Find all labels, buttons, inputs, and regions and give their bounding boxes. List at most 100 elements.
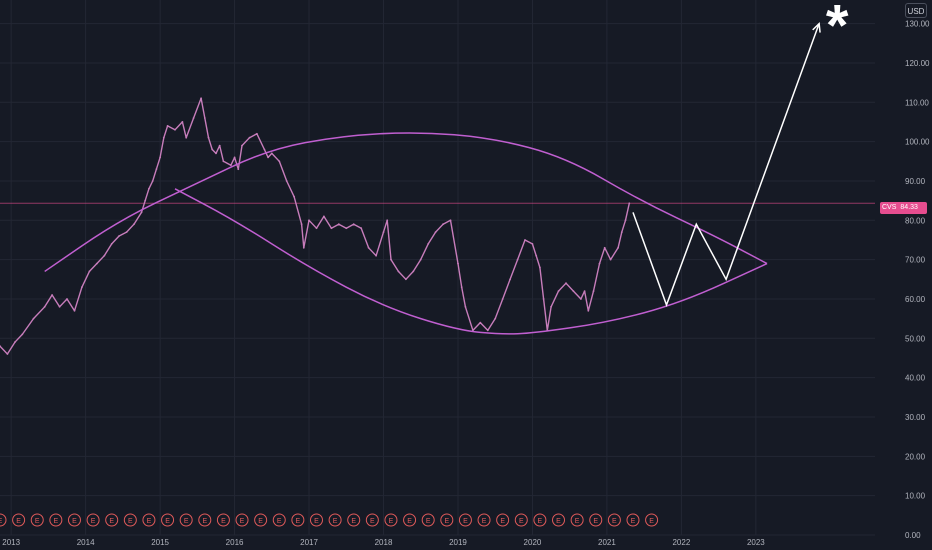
price-point — [185, 136, 188, 139]
earnings-badge — [179, 513, 193, 527]
drawing-overlays: * — [44, 0, 849, 335]
price-point — [419, 258, 422, 261]
time-axis[interactable]: 2013 2014 2015 2016 2017 2018 2019 2020 2021 2022… — [2, 538, 765, 547]
price-point — [457, 262, 459, 265]
projection-arrowhead — [812, 21, 821, 33]
earnings-badge — [347, 513, 361, 527]
earnings-badge-label: E — [258, 518, 263, 525]
price-point — [367, 246, 370, 249]
y-tick-label: 100.00 — [905, 138, 930, 147]
earnings-badge-label: E — [16, 518, 21, 525]
price-point — [241, 144, 243, 147]
price-point — [405, 278, 407, 281]
earnings-badge — [0, 513, 7, 527]
price-point — [222, 160, 225, 163]
earnings-badge — [142, 513, 156, 527]
earnings-badge — [12, 513, 26, 527]
x-tick-label: 2017 — [300, 538, 318, 547]
currency-button[interactable]: USD — [905, 3, 927, 18]
earnings-badge — [49, 513, 63, 527]
price-point — [580, 298, 582, 300]
earnings-badge — [30, 513, 44, 527]
earnings-badge-label: E — [426, 518, 431, 525]
price-point — [620, 231, 623, 234]
price-point — [592, 290, 595, 292]
price-point — [449, 219, 452, 222]
price-point — [345, 227, 348, 230]
earnings-badge-label: E — [72, 518, 77, 525]
earnings-badge — [272, 513, 286, 527]
y-tick-label: 120.00 — [905, 59, 930, 68]
earnings-badge — [514, 513, 528, 527]
price-point — [434, 231, 437, 234]
earnings-badge-label: E — [463, 518, 468, 525]
price-point — [218, 144, 221, 147]
price-point — [628, 202, 631, 205]
price-point — [14, 341, 16, 344]
earnings-badge-label: E — [277, 518, 282, 525]
price-point — [337, 223, 340, 226]
x-tick-label: 2022 — [672, 538, 690, 547]
earnings-badge — [570, 513, 584, 527]
earnings-badge — [365, 513, 379, 527]
price-point — [278, 160, 281, 163]
earnings-badge-label: E — [184, 518, 189, 525]
earnings-badge — [235, 513, 249, 527]
price-axis[interactable]: 0.00 10.00 20.00 30.00 40.00 50.00 60.00 70.00 8… — [905, 20, 930, 540]
price-point — [140, 211, 143, 214]
price-point — [617, 246, 619, 249]
price-point — [386, 219, 389, 222]
price-point — [308, 219, 310, 222]
earnings-badge-label: E — [221, 518, 226, 525]
earnings-badge-label: E — [240, 518, 245, 525]
y-tick-label: 10.00 — [905, 492, 926, 501]
earnings-badge — [161, 513, 175, 527]
price-point — [565, 282, 567, 285]
earnings-markers: EEEEEEEEEEEEEEEEEEEEEEEEEEEEEEEEEEEE — [0, 513, 659, 527]
price-point — [256, 132, 258, 135]
price-point — [397, 270, 400, 273]
earnings-badge-label: E — [0, 518, 3, 525]
earnings-badge-label: E — [444, 518, 449, 525]
y-tick-label: 40.00 — [905, 374, 926, 383]
earnings-badge-label: E — [482, 518, 487, 525]
earnings-badge — [552, 513, 566, 527]
price-point — [412, 270, 415, 273]
price-point — [215, 152, 217, 155]
price-point — [73, 309, 76, 312]
earnings-badge — [496, 513, 510, 527]
price-point — [155, 168, 158, 171]
earnings-badge — [291, 513, 305, 527]
price-point — [110, 243, 113, 245]
price-point — [248, 136, 251, 139]
price-point — [66, 298, 68, 300]
price-point — [542, 298, 545, 300]
price-point — [539, 266, 541, 269]
earnings-badge — [105, 513, 119, 527]
price-point — [125, 231, 128, 234]
x-tick-label: 2016 — [226, 538, 244, 547]
x-tick-label: 2018 — [375, 538, 393, 547]
price-point — [598, 262, 601, 265]
earnings-badge-label: E — [370, 518, 375, 525]
price-point — [148, 187, 150, 190]
y-tick-label: 50.00 — [905, 334, 926, 343]
earnings-badge — [458, 513, 472, 527]
price-point — [293, 195, 295, 198]
target-asterisk: * — [826, 0, 849, 59]
price-point — [159, 156, 162, 159]
price-point — [442, 223, 444, 226]
x-tick-label: 2021 — [598, 538, 616, 547]
price-point — [51, 294, 53, 296]
price-point — [21, 333, 24, 336]
price-point — [144, 199, 147, 202]
price-series — [0, 97, 631, 355]
price-point — [516, 258, 519, 261]
earnings-badge-label: E — [109, 518, 114, 525]
price-point — [263, 148, 266, 151]
price-point — [524, 239, 526, 241]
price-point — [181, 121, 184, 123]
y-tick-label: 20.00 — [905, 452, 926, 461]
earnings-badge — [328, 513, 342, 527]
